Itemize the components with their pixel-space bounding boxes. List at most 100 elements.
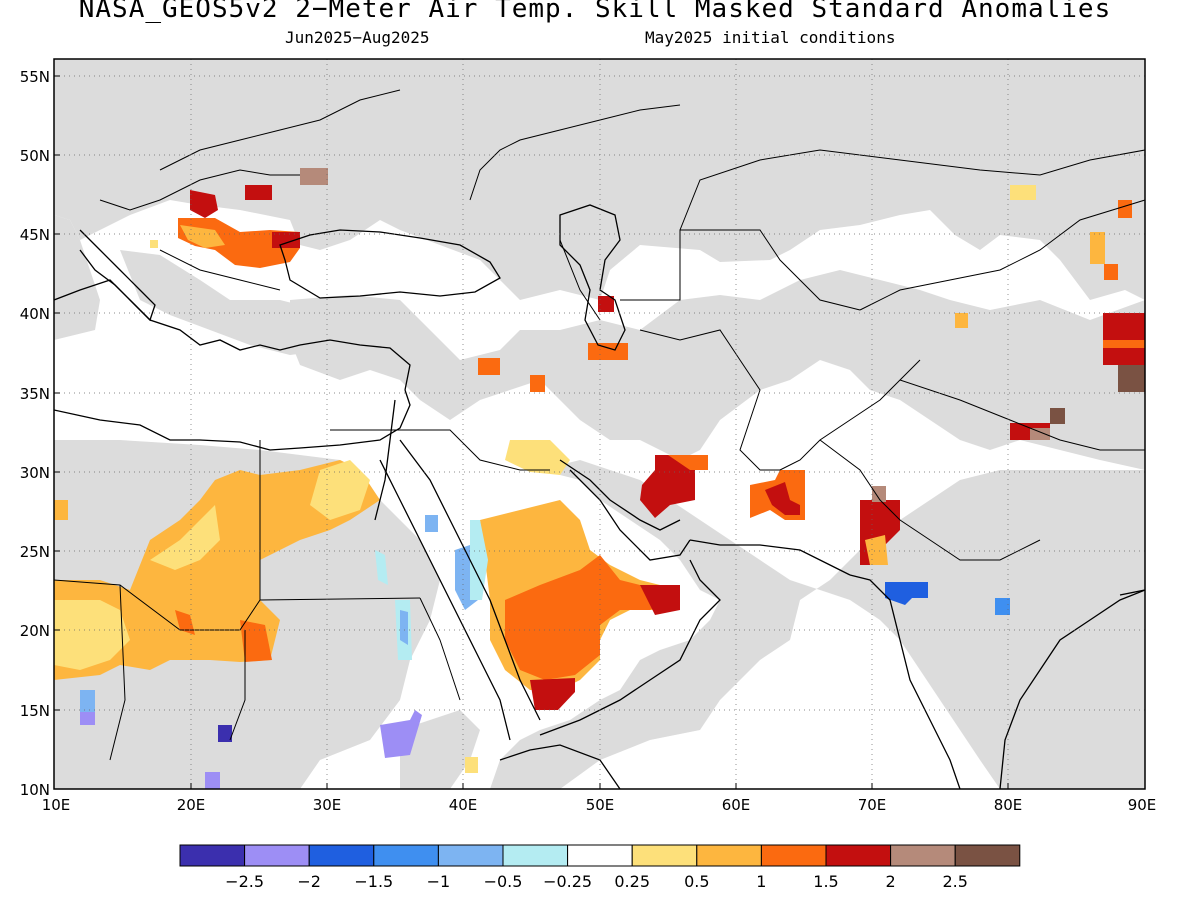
anomaly-patch-sahara-light2 bbox=[150, 505, 220, 570]
colorbar-swatch bbox=[696, 844, 762, 867]
anomaly-patch-mongolia-orange2 bbox=[1104, 264, 1118, 280]
colorbar-label: −2 bbox=[297, 872, 321, 891]
colorbar-swatch bbox=[179, 844, 246, 867]
anomaly-patch-darfur-violet bbox=[205, 772, 220, 789]
colorbar-label: 0.25 bbox=[614, 872, 650, 891]
lon-label: 20E bbox=[177, 796, 206, 814]
anomaly-patch-greece-light bbox=[150, 240, 158, 248]
anomaly-patch-iraq-north bbox=[530, 375, 545, 392]
anomaly-patch-niger-violet bbox=[80, 712, 95, 725]
anomaly-patch-india-orange bbox=[865, 535, 888, 565]
lat-label: 50N bbox=[20, 147, 50, 165]
anomaly-patches bbox=[54, 168, 1145, 789]
colorbar-swatch bbox=[308, 844, 375, 867]
lat-label: 55N bbox=[20, 68, 50, 86]
anomaly-patch-iran-north bbox=[588, 343, 628, 360]
tick-marks bbox=[54, 75, 1009, 789]
anomaly-patch-somalia-light bbox=[465, 757, 478, 773]
anomaly-patch-turkey-east bbox=[478, 358, 500, 375]
lon-label: 80E bbox=[994, 796, 1023, 814]
anomaly-patch-balkans-light bbox=[180, 225, 225, 248]
colorbar-label: −1.5 bbox=[354, 872, 393, 891]
anomaly-patch-yemen-red bbox=[530, 678, 575, 710]
colorbar-swatch bbox=[244, 844, 310, 867]
lat-label: 10N bbox=[20, 781, 50, 799]
colorbar-swatch bbox=[502, 844, 569, 867]
colorbar-label: 1 bbox=[756, 872, 766, 891]
anomaly-patch-tibet-brown bbox=[1030, 428, 1050, 440]
colorbar-swatch bbox=[890, 844, 956, 867]
gridlines bbox=[54, 59, 1145, 789]
anomaly-patch-chad-violet bbox=[218, 725, 232, 742]
anomaly-patch-ethiopia-violet bbox=[380, 710, 422, 758]
lat-label: 30N bbox=[20, 464, 50, 482]
anomaly-patch-china-spot bbox=[955, 313, 968, 328]
anomaly-patch-mongolia-orange bbox=[1090, 232, 1105, 264]
anomaly-patch-china-orange bbox=[1103, 340, 1145, 348]
anomaly-patch-egypt-light bbox=[310, 460, 370, 520]
colorbar-label: 1.5 bbox=[813, 872, 838, 891]
lon-label: 50E bbox=[586, 796, 615, 814]
colorbar-label: 0.5 bbox=[684, 872, 709, 891]
coastlines bbox=[54, 204, 1145, 789]
forecast-period: Jun2025−Aug2025 bbox=[285, 28, 430, 47]
lat-label: 20N bbox=[20, 622, 50, 640]
colorbar: −2.5 −2 −1.5 −1 −0.5 −0.25 0.25 0.5 1 1.5 2 2.5 bbox=[179, 844, 1021, 891]
anomaly-patch-arabia-cyan bbox=[470, 520, 488, 600]
anomaly-patch-sahara bbox=[54, 460, 380, 680]
title: NASA_GEOS5v2 2−Meter Air Temp. Skill Mas… bbox=[78, 0, 1112, 24]
colorbar-label: 2 bbox=[886, 872, 896, 891]
anomaly-patch-arabia-light bbox=[505, 440, 570, 475]
lon-label: 70E bbox=[858, 796, 887, 814]
anomaly-patch-hungary-red bbox=[190, 190, 218, 218]
anomaly-patch-india-blue-east bbox=[995, 598, 1010, 615]
lon-label: 60E bbox=[722, 796, 751, 814]
colorbar-label: 2.5 bbox=[942, 872, 967, 891]
latitude-labels: 55N 50N 45N 40N 35N 30N 25N 20N 15N 10N bbox=[20, 68, 50, 799]
colorbar-swatch bbox=[760, 844, 827, 867]
anomaly-patch-pakistan-red bbox=[765, 482, 800, 515]
lat-label: 25N bbox=[20, 543, 50, 561]
colorbar-swatch bbox=[567, 844, 633, 867]
anomaly-patch-china-red bbox=[1103, 313, 1145, 365]
anomaly-patch-arabia-strong bbox=[505, 555, 668, 680]
anomaly-patch-mongolia-east bbox=[1118, 200, 1132, 218]
anomaly-patch-blacksea-red bbox=[272, 232, 300, 248]
anomaly-patch-sahara-light bbox=[54, 600, 130, 670]
anomaly-patch-eritrea-blue bbox=[400, 610, 408, 645]
anomaly-patch-ukraine-brown bbox=[300, 168, 328, 185]
lat-label: 35N bbox=[20, 385, 50, 403]
lon-label: 90E bbox=[1128, 796, 1157, 814]
lat-label: 40N bbox=[20, 305, 50, 323]
colorbar-swatch bbox=[437, 844, 504, 867]
anomaly-patch-chad-spot bbox=[175, 610, 195, 635]
colorbar-swatch bbox=[631, 844, 698, 867]
colorbar-label: −0.5 bbox=[484, 872, 523, 891]
borders bbox=[54, 89, 1145, 761]
lon-label: 10E bbox=[42, 796, 71, 814]
colorbar-label: −2.5 bbox=[225, 872, 264, 891]
colorbar-swatch bbox=[954, 844, 1021, 867]
lat-label: 15N bbox=[20, 702, 50, 720]
initial-conditions: May2025 initial conditions bbox=[645, 28, 896, 47]
lon-label: 40E bbox=[449, 796, 478, 814]
longitude-labels: 10E 20E 30E 40E 50E 60E 70E 80E 90E bbox=[42, 796, 1157, 814]
anomaly-patch-china-dark bbox=[1118, 365, 1145, 392]
lat-label: 45N bbox=[20, 226, 50, 244]
anomaly-patch-iran-south bbox=[640, 455, 695, 518]
anomaly-patch-india-blue bbox=[885, 582, 928, 605]
colorbar-label: −0.25 bbox=[543, 872, 592, 891]
anomaly-patch-romania-red bbox=[245, 185, 272, 200]
anomaly-patch-kaz-light bbox=[1010, 185, 1036, 200]
anomaly-patch-caspian-red bbox=[598, 296, 614, 312]
anomaly-patch-redsea-blue bbox=[425, 515, 438, 532]
anomaly-patch-libya-west bbox=[54, 500, 68, 520]
anomaly-patch-india-brown bbox=[872, 486, 886, 502]
colorbar-swatch bbox=[373, 844, 439, 867]
colorbar-label: −1 bbox=[427, 872, 451, 891]
lon-label: 30E bbox=[313, 796, 342, 814]
anomaly-patch-oman-red bbox=[640, 585, 680, 615]
anomaly-patch-iran-south-orange bbox=[668, 455, 708, 470]
colorbar-swatch bbox=[825, 844, 892, 867]
